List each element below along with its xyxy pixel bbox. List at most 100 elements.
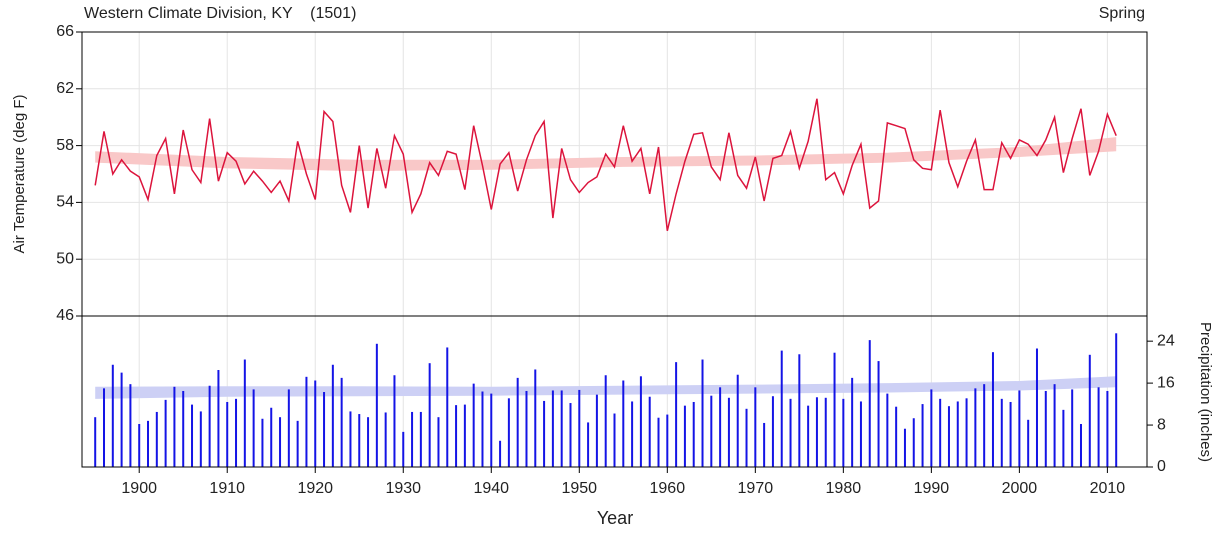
precipitation-bar xyxy=(393,375,396,467)
precipitation-bar xyxy=(1053,384,1056,467)
y2-tick-label: 24 xyxy=(1157,332,1175,349)
precipitation-bar xyxy=(384,412,387,467)
x-tick-label: 1930 xyxy=(385,480,421,497)
precipitation-bar xyxy=(296,420,299,467)
x-tick-label: 1900 xyxy=(121,480,157,497)
y-tick-label: 62 xyxy=(56,80,74,97)
y2-tick-label: 0 xyxy=(1157,458,1166,475)
precipitation-bar xyxy=(147,420,150,467)
precipitation-bar xyxy=(780,350,783,467)
precipitation-bar xyxy=(463,404,466,467)
precipitation-bar xyxy=(1115,333,1118,467)
precipitation-bar xyxy=(631,401,634,467)
y-axis-label: Air Temperature (deg F) xyxy=(11,95,28,254)
precipitation-bar xyxy=(1097,387,1100,467)
precipitation-bar xyxy=(199,411,202,467)
precipitation-bar xyxy=(595,394,598,467)
precipitation-bar xyxy=(965,398,968,467)
precipitation-bar xyxy=(340,377,343,467)
precipitation-bar xyxy=(569,403,572,467)
precipitation-bar xyxy=(182,390,185,467)
precipitation-bar xyxy=(789,398,792,467)
precipitation-bar xyxy=(323,392,326,467)
precipitation-bar xyxy=(164,399,167,467)
precipitation-bar xyxy=(886,393,889,467)
precipitation-bar xyxy=(807,405,810,467)
x-tick-label: 1920 xyxy=(297,480,333,497)
precipitation-bar xyxy=(138,424,141,467)
precipitation-bar xyxy=(991,352,994,467)
x-tick-label: 2010 xyxy=(1090,480,1126,497)
precipitation-bar xyxy=(939,398,942,467)
precipitation-bar xyxy=(833,352,836,467)
x-tick-label: 1950 xyxy=(561,480,597,497)
precipitation-bar xyxy=(745,408,748,467)
precipitation-bar xyxy=(613,413,616,467)
x-tick-label: 1940 xyxy=(473,480,509,497)
precipitation-bar xyxy=(578,389,581,467)
precipitation-bar xyxy=(719,387,722,467)
precipitation-bar xyxy=(375,343,378,467)
precipitation-bar xyxy=(842,398,845,467)
precipitation-bar xyxy=(754,387,757,467)
x-tick-label: 1990 xyxy=(914,480,950,497)
precipitation-bar xyxy=(367,417,370,467)
precipitation-bar xyxy=(1071,389,1074,467)
precipitation-bar xyxy=(411,411,414,467)
precipitation-bar xyxy=(1062,409,1065,467)
precipitation-bar xyxy=(490,393,493,467)
precipitation-bar xyxy=(499,440,502,467)
precipitation-bar xyxy=(763,422,766,467)
precipitation-bar xyxy=(701,359,704,467)
precipitation-bar xyxy=(587,422,590,467)
precipitation-bar xyxy=(129,384,132,467)
precipitation-bar xyxy=(727,397,730,467)
season-label: Spring xyxy=(1099,5,1145,22)
precipitation-bar xyxy=(1018,390,1021,467)
precipitation-bar xyxy=(111,364,114,467)
precipitation-bar xyxy=(903,428,906,467)
precipitation-bar xyxy=(437,417,440,467)
precipitation-bar xyxy=(604,375,607,467)
precipitation-bar xyxy=(208,385,211,467)
precipitation-bar xyxy=(472,383,475,467)
y-tick-label: 50 xyxy=(56,250,74,267)
precipitation-bar xyxy=(155,411,158,467)
precipitation-bar xyxy=(252,389,255,467)
precipitation-bar xyxy=(94,417,97,467)
precipitation-bar xyxy=(103,388,106,467)
precipitation-bar xyxy=(402,431,405,467)
precipitation-bar xyxy=(648,396,651,467)
precipitation-bar xyxy=(331,364,334,467)
y2-tick-label: 16 xyxy=(1157,374,1175,391)
precipitation-bar xyxy=(815,397,818,467)
precipitation-bar xyxy=(217,370,220,467)
precipitation-bar xyxy=(868,340,871,467)
plot-frame xyxy=(81,315,1148,468)
precipitation-bar xyxy=(710,395,713,467)
precipitation-bar xyxy=(534,369,537,467)
precipitation-bar xyxy=(683,405,686,467)
precipitation-bar xyxy=(287,389,290,467)
x-tick-label: 1970 xyxy=(738,480,774,497)
precipitation-bar xyxy=(1079,424,1082,467)
precipitation-bar xyxy=(639,376,642,467)
precipitation-bar xyxy=(446,347,449,467)
precipitation-bar xyxy=(1088,354,1091,467)
precipitation-bar xyxy=(983,384,986,467)
precipitation-bar xyxy=(824,397,827,467)
x-tick-label: 1980 xyxy=(826,480,862,497)
precipitation-bar xyxy=(930,389,933,467)
precipitation-bar xyxy=(358,414,361,467)
precipitation-bar xyxy=(261,418,264,467)
x-axis-label: Year xyxy=(597,508,633,528)
precipitation-bar xyxy=(551,390,554,467)
precipitation-bar xyxy=(235,398,238,467)
precipitation-bar xyxy=(270,407,273,467)
precipitation-bar xyxy=(1009,401,1012,467)
precipitation-bar xyxy=(666,414,669,467)
precipitation-bar xyxy=(851,377,854,467)
temperature-line xyxy=(94,98,1117,231)
precipitation-bar xyxy=(1044,390,1047,467)
